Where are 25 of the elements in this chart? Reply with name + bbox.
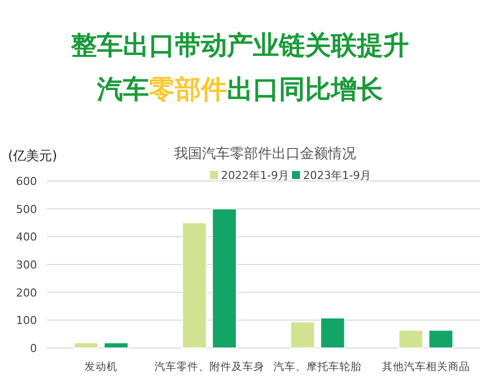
bar	[104, 342, 129, 348]
y-axis-title: (亿美元)	[8, 148, 58, 164]
x-tick-label: 汽车零件、附件及车身	[154, 360, 264, 373]
legend-label: 2023年1-9月	[303, 169, 371, 182]
text: 汽车零部件出口同比增长	[97, 75, 383, 105]
text: 我国汽车零部件出口金额情况	[174, 146, 356, 162]
x-tick-label: 发动机	[84, 361, 118, 373]
chart-title: 整车出口带动产业链关联提升	[70, 31, 409, 61]
y-tick-label: 400	[16, 230, 37, 244]
bar	[320, 317, 346, 348]
y-tick-label: 200	[16, 286, 37, 300]
bar	[212, 208, 237, 348]
x-tick-label: 汽车、摩托车轮胎	[274, 360, 362, 373]
bar	[182, 222, 207, 348]
bar	[74, 342, 99, 348]
x-tick-label: 其他汽车相关商品	[382, 360, 470, 373]
y-tick-label: 300	[16, 258, 37, 272]
bar	[428, 330, 454, 348]
y-tick-label: 100	[16, 314, 37, 328]
y-tick-label: 500	[16, 202, 37, 216]
y-tick-label: 0	[30, 342, 37, 355]
y-tick-label: 600	[16, 175, 37, 188]
legend-label: 2022年1-9月	[221, 169, 289, 182]
bar	[398, 330, 424, 348]
bar	[290, 321, 316, 348]
